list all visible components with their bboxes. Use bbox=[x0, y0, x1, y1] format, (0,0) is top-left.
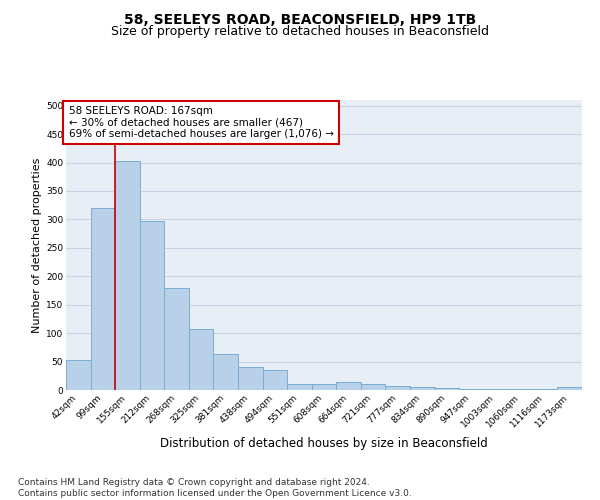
Text: Size of property relative to detached houses in Beaconsfield: Size of property relative to detached ho… bbox=[111, 25, 489, 38]
Bar bbox=[336, 382, 361, 390]
Bar bbox=[263, 370, 287, 390]
Bar bbox=[66, 360, 91, 390]
Bar bbox=[214, 354, 238, 390]
Bar bbox=[287, 384, 312, 390]
X-axis label: Distribution of detached houses by size in Beaconsfield: Distribution of detached houses by size … bbox=[160, 438, 488, 450]
Text: 58, SEELEYS ROAD, BEACONSFIELD, HP9 1TB: 58, SEELEYS ROAD, BEACONSFIELD, HP9 1TB bbox=[124, 12, 476, 26]
Bar bbox=[361, 384, 385, 390]
Bar bbox=[434, 388, 459, 390]
Bar bbox=[91, 208, 115, 390]
Bar bbox=[238, 366, 263, 390]
Bar bbox=[385, 386, 410, 390]
Text: Contains HM Land Registry data © Crown copyright and database right 2024.
Contai: Contains HM Land Registry data © Crown c… bbox=[18, 478, 412, 498]
Y-axis label: Number of detached properties: Number of detached properties bbox=[32, 158, 42, 332]
Text: 58 SEELEYS ROAD: 167sqm
← 30% of detached houses are smaller (467)
69% of semi-d: 58 SEELEYS ROAD: 167sqm ← 30% of detache… bbox=[68, 106, 334, 139]
Bar bbox=[410, 387, 434, 390]
Bar bbox=[140, 221, 164, 390]
Bar bbox=[312, 384, 336, 390]
Bar bbox=[189, 329, 214, 390]
Bar bbox=[164, 288, 189, 390]
Bar bbox=[115, 161, 140, 390]
Bar bbox=[557, 387, 582, 390]
Bar bbox=[459, 389, 484, 390]
